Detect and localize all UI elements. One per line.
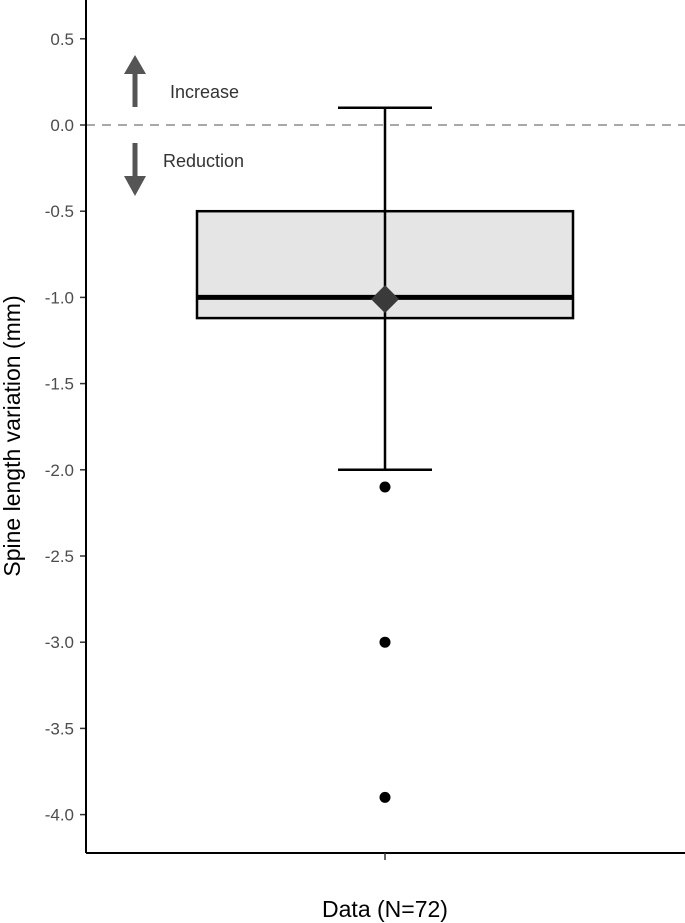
- increase-arrow-icon: [124, 55, 146, 107]
- reduction-arrow-icon: [124, 143, 146, 196]
- y-tick-label: -3.0: [45, 633, 74, 652]
- outlier-point: [379, 636, 391, 648]
- mean-marker: [371, 285, 399, 314]
- reduction-annotation: Reduction: [163, 151, 244, 171]
- y-tick-label: -1.5: [45, 375, 74, 394]
- outlier-point: [379, 481, 391, 493]
- y-tick-label: -2.5: [45, 547, 74, 566]
- box-plot: [195, 106, 575, 803]
- y-tick-label: -1.0: [45, 288, 74, 307]
- y-tick-label: -4.0: [45, 806, 74, 825]
- increase-annotation: Increase: [170, 82, 239, 102]
- y-tick-label: -0.5: [45, 202, 74, 221]
- y-tick-label: 0.5: [50, 30, 74, 49]
- y-tick-label: 0.0: [50, 116, 74, 135]
- y-axis-ticks: 0.5 0.0 -0.5 -1.0 -1.5 -2.0 -2.5 -3.0 -3.5 -4.0: [45, 30, 86, 825]
- x-axis-title: Data (N=72): [322, 896, 448, 922]
- outlier-point: [379, 791, 391, 803]
- y-tick-label: -3.5: [45, 719, 74, 738]
- y-tick-label: -2.0: [45, 461, 74, 480]
- y-axis-title: Spine length variation (mm): [0, 295, 25, 576]
